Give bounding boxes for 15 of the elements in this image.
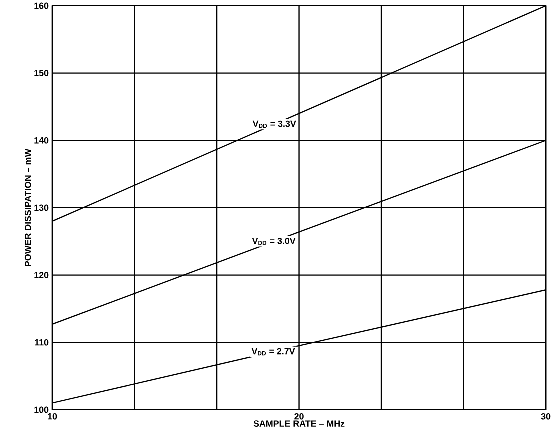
- y-tick-label: 100: [34, 406, 49, 414]
- series-label: V$_{DD}$ = 2.7V: [252, 348, 296, 356]
- y-tick-label: 110: [35, 340, 49, 346]
- y-tick-label: 160: [34, 2, 49, 10]
- x-axis-title: SAMPLE RATE – MHz: [254, 420, 345, 428]
- x-tick-label: 20: [294, 414, 304, 420]
- series-label: V$_{DD}$ = 3.0V: [252, 238, 296, 246]
- x-tick-label: 10: [48, 414, 58, 420]
- x-tick-label: 30: [541, 414, 551, 420]
- y-tick-label: 130: [34, 204, 49, 212]
- y-tick-label: 120: [34, 272, 49, 279]
- y-axis-title: POWER DISSIPATION – mW: [24, 149, 32, 267]
- y-tick-label: 150: [34, 70, 49, 77]
- y-tick-label: 140: [34, 138, 49, 144]
- series-label: V$_{DD}$ = 3.3V: [252, 120, 296, 128]
